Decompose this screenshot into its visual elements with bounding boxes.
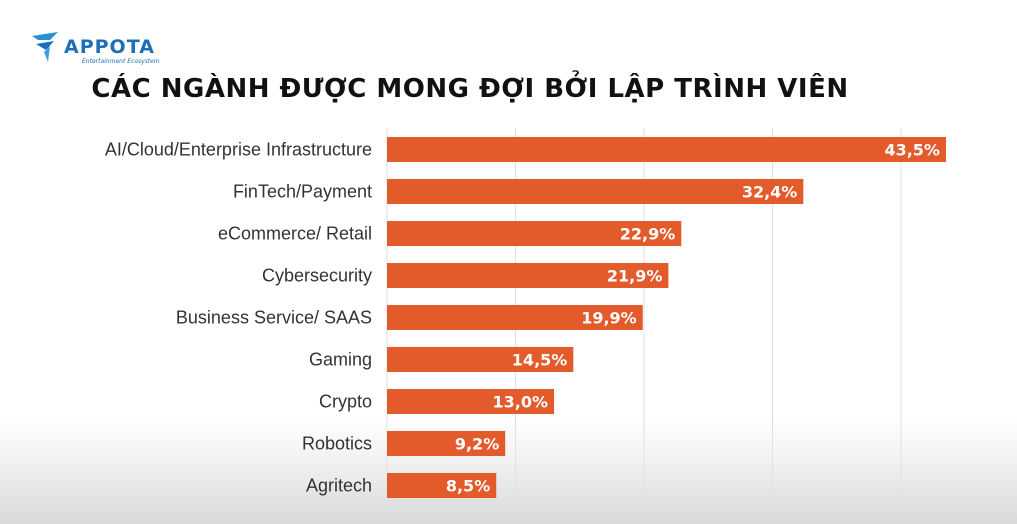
category-label: eCommerce/ Retail [218,224,372,244]
category-label: Gaming [309,350,372,370]
value-label: 14,5% [512,351,568,370]
category-label: AI/Cloud/Enterprise Infrastructure [105,140,372,160]
value-label: 9,2% [455,435,499,454]
value-label: 8,5% [446,477,490,496]
bar [387,263,669,288]
value-label: 22,9% [620,225,676,244]
category-label: Crypto [319,392,372,412]
bar [387,305,643,330]
appota-logo: APPOTA Entertainment Ecosystem [28,28,168,78]
bar [387,431,506,456]
logo-text: APPOTA [64,36,155,58]
bar [387,221,682,246]
chart-bars [387,137,946,498]
value-label: 19,9% [581,309,637,328]
category-label: Agritech [306,476,372,496]
appota-logo-icon [32,32,58,62]
category-labels: AI/Cloud/Enterprise Infrastructure FinTec… [105,140,372,496]
bar [387,389,555,414]
value-label: 43,5% [884,141,940,160]
value-label: 21,9% [607,267,663,286]
category-label: Robotics [302,434,372,454]
bar [387,179,804,204]
bar [387,137,946,162]
bar [387,473,497,498]
value-label: 32,4% [742,183,798,202]
value-label: 13,0% [493,393,549,412]
category-label: Cybersecurity [262,266,372,286]
chart-title: CÁC NGÀNH ĐƯỢC MONG ĐỢI BỞI LẬP TRÌNH VI… [91,74,849,104]
bar [387,347,574,372]
logo-tagline: Entertainment Ecosystem [82,58,160,65]
value-labels: 43,5% 32,4% 22,9% 21,9% 19,9% 14,5% 13,0% 9,2% 8… [446,141,940,496]
category-label: Business Service/ SAAS [176,308,372,328]
category-label: FinTech/Payment [233,182,372,202]
